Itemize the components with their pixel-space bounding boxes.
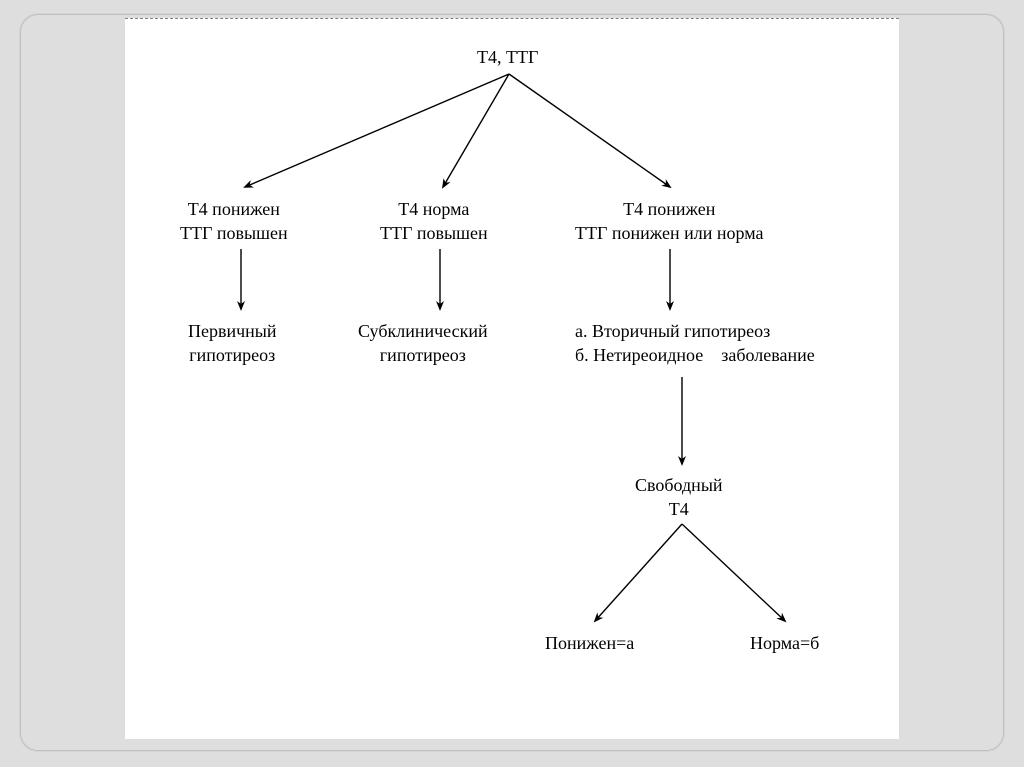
node-free-t4: Свободный Т4 (635, 473, 723, 522)
node-result-b: Норма=б (750, 631, 819, 655)
node-leaf3: а. Вторичный гипотиреоз б. Нетиреоидное … (575, 319, 815, 368)
node-root: Т4, ТТГ (477, 45, 538, 69)
node-branch3: Т4 понижен ТТГ понижен или норма (575, 197, 763, 246)
node-leaf2: Субклинический гипотиреоз (358, 319, 488, 368)
node-leaf1: Первичный гипотиреоз (188, 319, 277, 368)
node-branch1: Т4 понижен ТТГ повышен (180, 197, 288, 246)
node-branch2: Т4 норма ТТГ повышен (380, 197, 488, 246)
rounded-frame: Т4, ТТГ Т4 понижен ТТГ повышен Т4 норма … (20, 14, 1004, 751)
diagram-panel: Т4, ТТГ Т4 понижен ТТГ повышен Т4 норма … (125, 18, 899, 739)
node-result-a: Понижен=а (545, 631, 634, 655)
